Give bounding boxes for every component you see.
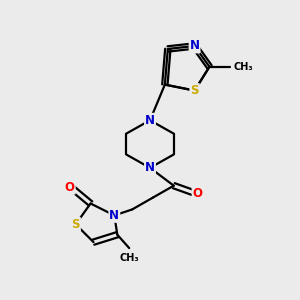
Text: CH₃: CH₃ xyxy=(234,62,254,72)
Text: S: S xyxy=(71,218,80,231)
Text: N: N xyxy=(190,40,200,52)
Text: N: N xyxy=(145,161,155,174)
Text: N: N xyxy=(145,114,155,127)
Text: CH₃: CH₃ xyxy=(119,253,139,262)
Text: O: O xyxy=(193,187,202,200)
Text: N: N xyxy=(109,209,119,222)
Text: O: O xyxy=(65,181,75,194)
Text: S: S xyxy=(190,84,199,97)
